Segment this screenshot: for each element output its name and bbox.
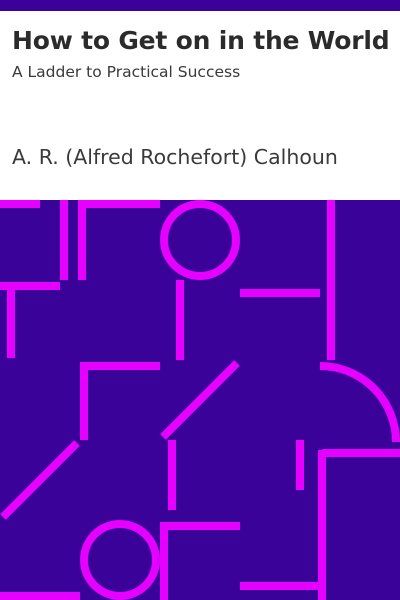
- title-block: How to Get on in the World A Ladder to P…: [0, 11, 400, 200]
- pattern-line: [160, 522, 240, 600]
- pattern-arc: [319, 362, 400, 443]
- top-color-bar: [0, 0, 400, 11]
- pattern-circle: [160, 200, 240, 280]
- cover-pattern: [0, 200, 400, 600]
- book-author: A. R. (Alfred Rochefort) Calhoun: [12, 145, 338, 169]
- pattern-circle: [80, 520, 160, 600]
- pattern-line: [0, 440, 80, 520]
- book-subtitle: A Ladder to Practical Success: [12, 63, 241, 81]
- pattern-line: [80, 362, 160, 440]
- book-title: How to Get on in the World: [12, 26, 390, 55]
- pattern-line: [160, 360, 240, 440]
